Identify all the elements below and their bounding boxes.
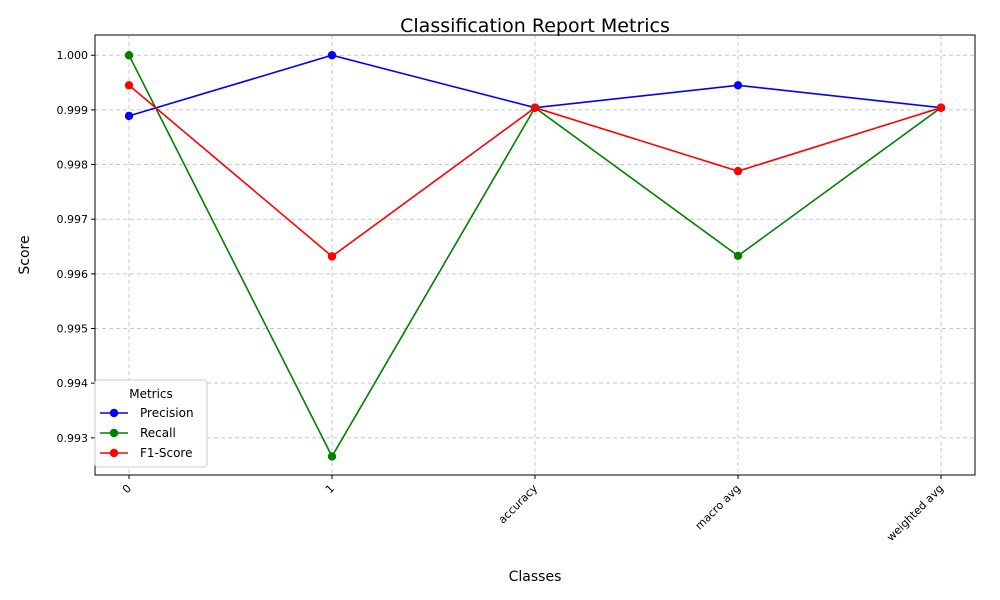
data-point <box>733 251 743 261</box>
legend-swatch-marker <box>109 428 119 438</box>
chart-title: Classification Report Metrics <box>400 15 670 37</box>
y-tick-label: 0.996 <box>57 268 89 281</box>
x-tick-label: 0 <box>120 482 134 496</box>
legend-entry-label: Precision <box>140 406 194 420</box>
x-axis-label: Classes <box>509 569 562 585</box>
y-tick-label: 0.997 <box>57 213 89 226</box>
data-point <box>124 51 134 60</box>
data-point <box>124 81 134 90</box>
data-point <box>327 51 337 60</box>
data-point <box>530 103 540 112</box>
data-point <box>327 252 337 261</box>
x-tick-label: accuracy <box>496 482 541 527</box>
y-tick-label: 0.995 <box>57 323 89 336</box>
series-f1-score <box>124 81 946 261</box>
data-point <box>733 81 743 90</box>
data-point <box>936 103 946 112</box>
series-lines <box>124 51 946 461</box>
y-tick-label: 1.000 <box>57 49 89 62</box>
data-point <box>327 452 337 461</box>
legend-frame <box>94 379 208 468</box>
data-point <box>124 111 134 121</box>
legend-title: Metrics <box>129 387 173 401</box>
legend-entry-label: F1-Score <box>140 446 192 460</box>
x-tick-label: 1 <box>323 482 337 496</box>
legend-swatch-marker <box>109 448 119 458</box>
y-axis-ticks: 0.993 0.994 0.995 0.996 0.997 0.998 0.999 1.000 <box>57 49 95 445</box>
legend-swatch-marker <box>109 408 119 418</box>
grid-lines <box>95 35 975 475</box>
plot-area-frame <box>94 34 976 476</box>
legend: Metrics Precision Recall F1-Score <box>94 379 208 468</box>
y-tick-label: 0.998 <box>57 159 89 172</box>
y-axis-label: Score <box>17 235 33 274</box>
x-axis-ticks: 0 1 accuracy macro avg weighted avg <box>120 475 946 544</box>
y-tick-label: 0.999 <box>57 104 89 117</box>
x-tick-label: weighted avg <box>884 482 946 544</box>
data-point <box>733 166 743 176</box>
x-tick-label: macro avg <box>693 482 743 532</box>
legend-entry-label: Recall <box>140 426 176 440</box>
y-tick-label: 0.994 <box>57 377 89 390</box>
y-tick-label: 0.993 <box>57 432 89 445</box>
